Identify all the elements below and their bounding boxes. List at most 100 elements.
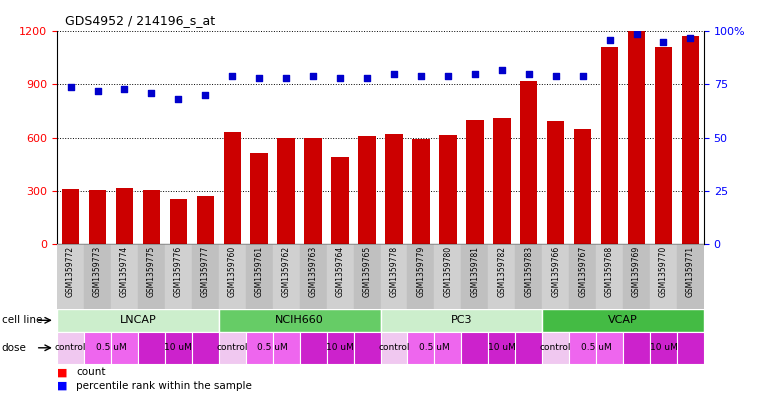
- Text: GSM1359763: GSM1359763: [309, 246, 317, 297]
- Text: 10 uM: 10 uM: [164, 343, 193, 352]
- Bar: [412, 139, 430, 244]
- Bar: [596, 244, 623, 309]
- Text: control: control: [540, 343, 572, 352]
- Point: [65, 83, 77, 90]
- Text: GSM1359773: GSM1359773: [93, 246, 102, 297]
- Bar: [219, 309, 380, 332]
- Bar: [628, 31, 645, 244]
- Point: [307, 73, 319, 79]
- Text: control: control: [217, 343, 248, 352]
- Bar: [246, 244, 272, 309]
- Bar: [62, 189, 79, 244]
- Bar: [250, 153, 268, 244]
- Bar: [569, 332, 596, 364]
- Point: [495, 66, 508, 73]
- Text: GSM1359765: GSM1359765: [362, 246, 371, 297]
- Bar: [543, 332, 569, 364]
- Text: ■: ■: [57, 381, 68, 391]
- Text: PC3: PC3: [451, 315, 472, 325]
- Text: VCAP: VCAP: [608, 315, 638, 325]
- Bar: [493, 118, 511, 244]
- Point: [388, 71, 400, 77]
- Bar: [354, 244, 380, 309]
- Bar: [57, 309, 219, 332]
- Point: [361, 75, 373, 81]
- Bar: [354, 332, 380, 364]
- Bar: [304, 138, 322, 244]
- Bar: [57, 332, 84, 364]
- Text: GSM1359779: GSM1359779: [416, 246, 425, 297]
- Text: GSM1359761: GSM1359761: [255, 246, 264, 297]
- Text: count: count: [76, 367, 106, 377]
- Text: LNCAP: LNCAP: [119, 315, 156, 325]
- Bar: [520, 81, 537, 244]
- Text: 10 uM: 10 uM: [488, 343, 516, 352]
- Text: GSM1359775: GSM1359775: [147, 246, 156, 297]
- Bar: [192, 332, 219, 364]
- Bar: [547, 121, 565, 244]
- Point: [334, 75, 346, 81]
- Point: [91, 88, 103, 94]
- Bar: [385, 134, 403, 244]
- Bar: [300, 332, 326, 364]
- Point: [119, 86, 131, 92]
- Bar: [623, 244, 650, 309]
- Bar: [326, 332, 354, 364]
- Text: control: control: [378, 343, 409, 352]
- Text: 10 uM: 10 uM: [650, 343, 677, 352]
- Bar: [596, 332, 623, 364]
- Bar: [574, 129, 591, 244]
- Point: [415, 73, 427, 79]
- Point: [630, 30, 642, 37]
- Text: GSM1359781: GSM1359781: [470, 246, 479, 297]
- Point: [253, 75, 266, 81]
- Point: [469, 71, 481, 77]
- Bar: [246, 332, 272, 364]
- Bar: [84, 332, 111, 364]
- Text: dose: dose: [2, 343, 27, 353]
- Bar: [272, 244, 300, 309]
- Point: [523, 71, 535, 77]
- Text: GSM1359774: GSM1359774: [120, 246, 129, 297]
- Point: [442, 73, 454, 79]
- Bar: [138, 244, 165, 309]
- Point: [280, 75, 292, 81]
- Text: GSM1359771: GSM1359771: [686, 246, 695, 297]
- Text: percentile rank within the sample: percentile rank within the sample: [76, 381, 252, 391]
- Text: GSM1359777: GSM1359777: [201, 246, 210, 297]
- Bar: [650, 332, 677, 364]
- Bar: [461, 332, 489, 364]
- Text: ■: ■: [57, 367, 68, 377]
- Text: 10 uM: 10 uM: [326, 343, 354, 352]
- Text: GSM1359760: GSM1359760: [228, 246, 237, 297]
- Bar: [196, 196, 214, 244]
- Bar: [677, 244, 704, 309]
- Bar: [138, 332, 165, 364]
- Bar: [358, 136, 376, 244]
- Bar: [650, 244, 677, 309]
- Bar: [165, 244, 192, 309]
- Bar: [278, 138, 295, 244]
- Point: [577, 73, 589, 79]
- Bar: [224, 132, 241, 244]
- Bar: [84, 244, 111, 309]
- Bar: [654, 47, 672, 244]
- Text: GSM1359772: GSM1359772: [66, 246, 75, 297]
- Bar: [331, 157, 349, 244]
- Text: NCIH660: NCIH660: [275, 315, 324, 325]
- Text: GSM1359783: GSM1359783: [524, 246, 533, 297]
- Bar: [89, 190, 107, 244]
- Bar: [489, 244, 515, 309]
- Bar: [219, 244, 246, 309]
- Bar: [170, 199, 187, 244]
- Text: cell line: cell line: [2, 315, 42, 325]
- Text: GSM1359764: GSM1359764: [336, 246, 345, 297]
- Point: [549, 73, 562, 79]
- Bar: [116, 188, 133, 244]
- Text: GSM1359782: GSM1359782: [497, 246, 506, 297]
- Bar: [682, 36, 699, 244]
- Text: GSM1359770: GSM1359770: [659, 246, 668, 297]
- Bar: [601, 47, 619, 244]
- Point: [145, 90, 158, 96]
- Bar: [543, 244, 569, 309]
